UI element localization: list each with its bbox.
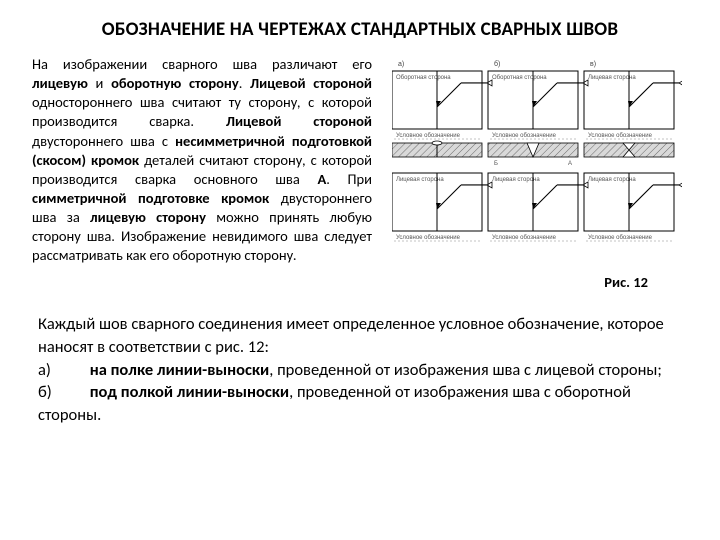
para2-a-bold: на полке линии-выноски <box>90 360 270 380</box>
side-label: Лицевая сторона <box>588 177 636 183</box>
para2-item-a: а) на полке линии-выноски, проведенной о… <box>38 359 682 382</box>
side-label: Лицевая сторона <box>588 75 636 81</box>
para2-lead: Каждый шов сварного соединения имеет опр… <box>38 313 682 359</box>
designation-label: Условное обозначение <box>588 133 653 139</box>
col-label: в) <box>590 61 596 68</box>
designation-label: Условное обозначение <box>396 133 461 139</box>
para2-a-tail: , проведенной от изображения шва с лицев… <box>269 360 662 380</box>
top-section: На изображении сварного шва различают ег… <box>32 55 688 291</box>
para2-a-label: а) <box>38 359 86 382</box>
designation-label: Условное обозначение <box>396 235 461 241</box>
paragraph-2: Каждый шов сварного соединения имеет опр… <box>32 313 688 427</box>
figure-caption: Рис. 12 <box>604 273 648 291</box>
para2-b-bold: под полкой линии-выноски <box>90 382 289 402</box>
page-title: ОБОЗНАЧЕНИЕ НА ЧЕРТЕЖАХ СТАНДАРТНЫХ СВАР… <box>32 18 688 41</box>
designation-label: Условное обозначение <box>492 235 557 241</box>
side-label: Оборотная сторона <box>492 75 547 81</box>
designation-label: Условное обозначение <box>588 235 653 241</box>
side-label: Оборотная сторона <box>396 75 451 81</box>
para2-b-label: б) <box>38 381 86 404</box>
para2-item-b: б) под полкой линии-выноски, проведенной… <box>38 381 682 427</box>
designation-label: Условное обозначение <box>492 133 557 139</box>
side-label: Лицевая сторона <box>396 177 444 183</box>
figure-12-diagram: а) б) в) Оборотная сторона Условное обозначе… <box>392 57 682 267</box>
side-label: Лицевая сторона <box>492 177 540 183</box>
figure-column: а) б) в) Оборотная сторона Условное обозначе… <box>386 55 688 291</box>
col-label: а) <box>398 61 404 68</box>
svg-text:Б: Б <box>494 161 498 167</box>
col-label: б) <box>494 60 500 68</box>
paragraph-1: На изображении сварного шва различают ег… <box>32 55 372 291</box>
svg-text:А: А <box>568 161 572 167</box>
